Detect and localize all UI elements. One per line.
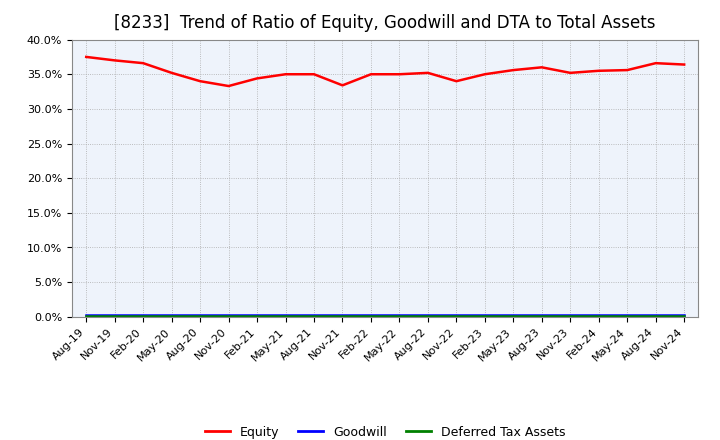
Deferred Tax Assets bbox=[225, 313, 233, 319]
Equity bbox=[680, 62, 688, 67]
Equity bbox=[423, 70, 432, 76]
Title: [8233]  Trend of Ratio of Equity, Goodwill and DTA to Total Assets: [8233] Trend of Ratio of Equity, Goodwil… bbox=[114, 15, 656, 33]
Goodwill bbox=[652, 313, 660, 318]
Goodwill bbox=[82, 313, 91, 318]
Goodwill bbox=[139, 313, 148, 318]
Equity bbox=[338, 83, 347, 88]
Deferred Tax Assets bbox=[310, 313, 318, 319]
Goodwill bbox=[395, 313, 404, 318]
Deferred Tax Assets bbox=[366, 313, 375, 319]
Goodwill bbox=[167, 313, 176, 318]
Goodwill bbox=[253, 313, 261, 318]
Deferred Tax Assets bbox=[480, 313, 489, 319]
Deferred Tax Assets bbox=[680, 313, 688, 319]
Goodwill bbox=[338, 313, 347, 318]
Equity bbox=[595, 68, 603, 73]
Deferred Tax Assets bbox=[110, 313, 119, 319]
Equity bbox=[225, 84, 233, 89]
Goodwill bbox=[366, 313, 375, 318]
Equity bbox=[82, 54, 91, 59]
Equity bbox=[253, 76, 261, 81]
Deferred Tax Assets bbox=[509, 313, 518, 319]
Equity bbox=[480, 72, 489, 77]
Deferred Tax Assets bbox=[595, 313, 603, 319]
Deferred Tax Assets bbox=[537, 313, 546, 319]
Goodwill bbox=[566, 313, 575, 318]
Goodwill bbox=[537, 313, 546, 318]
Deferred Tax Assets bbox=[566, 313, 575, 319]
Equity bbox=[139, 61, 148, 66]
Deferred Tax Assets bbox=[652, 313, 660, 319]
Legend: Equity, Goodwill, Deferred Tax Assets: Equity, Goodwill, Deferred Tax Assets bbox=[200, 421, 570, 440]
Goodwill bbox=[282, 313, 290, 318]
Goodwill bbox=[225, 313, 233, 318]
Deferred Tax Assets bbox=[395, 313, 404, 319]
Goodwill bbox=[595, 313, 603, 318]
Deferred Tax Assets bbox=[196, 313, 204, 319]
Equity bbox=[395, 72, 404, 77]
Equity bbox=[652, 61, 660, 66]
Equity bbox=[110, 58, 119, 63]
Goodwill bbox=[423, 313, 432, 318]
Goodwill bbox=[509, 313, 518, 318]
Equity bbox=[566, 70, 575, 76]
Equity bbox=[196, 78, 204, 84]
Equity bbox=[167, 70, 176, 76]
Equity bbox=[282, 72, 290, 77]
Equity bbox=[537, 65, 546, 70]
Line: Equity: Equity bbox=[86, 57, 684, 86]
Deferred Tax Assets bbox=[139, 313, 148, 319]
Goodwill bbox=[110, 313, 119, 318]
Deferred Tax Assets bbox=[623, 313, 631, 319]
Deferred Tax Assets bbox=[338, 313, 347, 319]
Deferred Tax Assets bbox=[452, 313, 461, 319]
Goodwill bbox=[452, 313, 461, 318]
Equity bbox=[623, 67, 631, 73]
Deferred Tax Assets bbox=[282, 313, 290, 319]
Deferred Tax Assets bbox=[253, 313, 261, 319]
Goodwill bbox=[196, 313, 204, 318]
Deferred Tax Assets bbox=[167, 313, 176, 319]
Goodwill bbox=[310, 313, 318, 318]
Goodwill bbox=[680, 313, 688, 318]
Equity bbox=[452, 78, 461, 84]
Deferred Tax Assets bbox=[82, 313, 91, 319]
Equity bbox=[366, 72, 375, 77]
Equity bbox=[310, 72, 318, 77]
Equity bbox=[509, 67, 518, 73]
Goodwill bbox=[623, 313, 631, 318]
Goodwill bbox=[480, 313, 489, 318]
Deferred Tax Assets bbox=[423, 313, 432, 319]
